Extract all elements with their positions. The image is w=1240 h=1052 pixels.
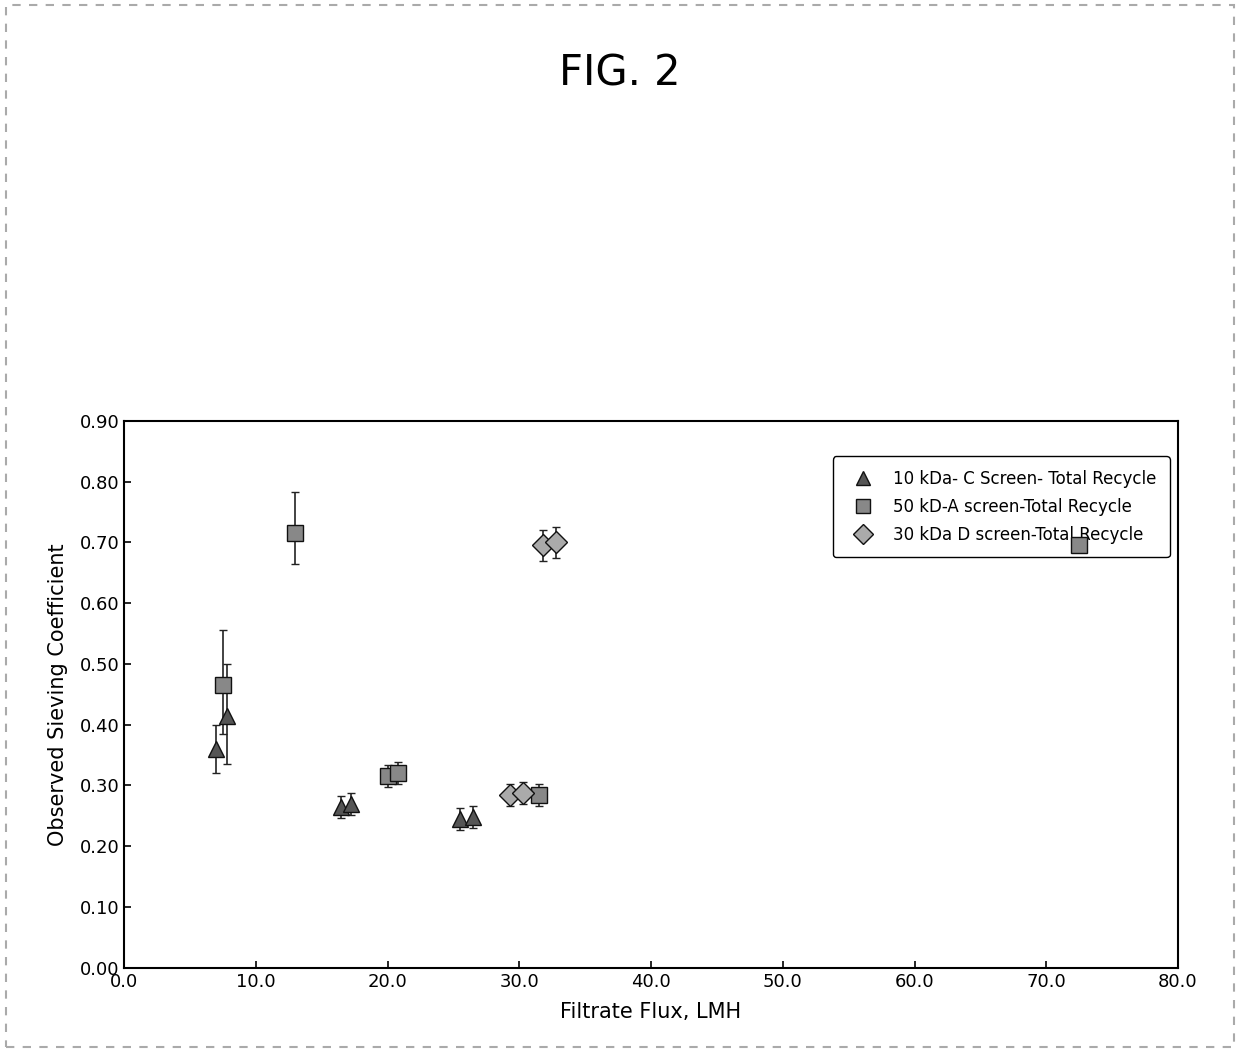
Y-axis label: Observed Sieving Coefficient: Observed Sieving Coefficient: [48, 543, 68, 846]
X-axis label: Filtrate Flux, LMH: Filtrate Flux, LMH: [560, 1002, 742, 1021]
Legend: 10 kDa- C Screen- Total Recycle, 50 kD-A screen-Total Recycle, 30 kDa D screen-T: 10 kDa- C Screen- Total Recycle, 50 kD-A…: [833, 457, 1169, 558]
Text: FIG. 2: FIG. 2: [559, 53, 681, 95]
